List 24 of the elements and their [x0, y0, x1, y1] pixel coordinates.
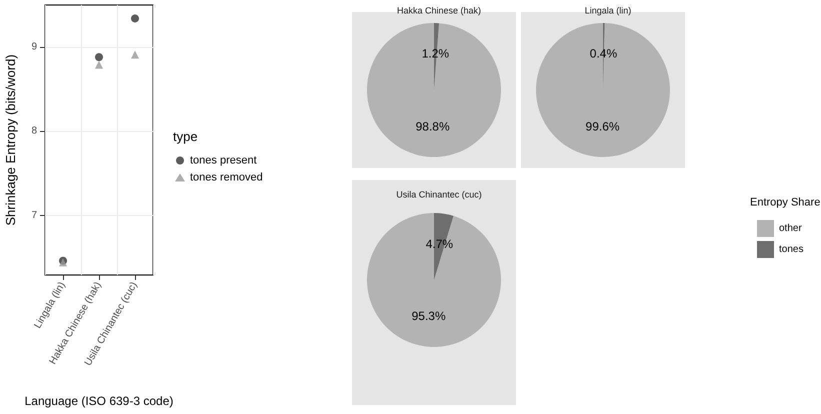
data-label: 99.6% [586, 119, 620, 134]
legend-label: tones [779, 244, 804, 255]
slice-label: Usila Chinantec (cuc) [396, 190, 482, 200]
legend-label: tones present [190, 154, 257, 166]
data-label: 0.4% [590, 46, 618, 61]
x-axis-title: Language (ISO 639-3 code) [24, 394, 174, 408]
data-label: 1.2% [422, 46, 450, 61]
slice-label: Lingala (lin) [584, 6, 632, 16]
point [95, 53, 103, 62]
legend-title: type [173, 129, 198, 144]
y-axis-title: Shrinkage Entropy (bits/word) [3, 54, 18, 226]
data-label: 98.8% [416, 119, 450, 134]
y-tick-label: 9 [31, 42, 38, 53]
data-label: 95.3% [412, 309, 446, 324]
legend-title: Entropy Share [750, 196, 820, 208]
point [131, 50, 139, 59]
legend-label: tones removed [190, 172, 263, 184]
y-tick-label: 8 [31, 126, 38, 137]
point [131, 14, 139, 22]
legend-label: other [779, 223, 802, 234]
data-label: 4.7% [426, 236, 454, 251]
slice-label: Hakka Chinese (hak) [396, 6, 482, 16]
y-tick-label: 7 [31, 210, 38, 221]
point [95, 60, 103, 69]
